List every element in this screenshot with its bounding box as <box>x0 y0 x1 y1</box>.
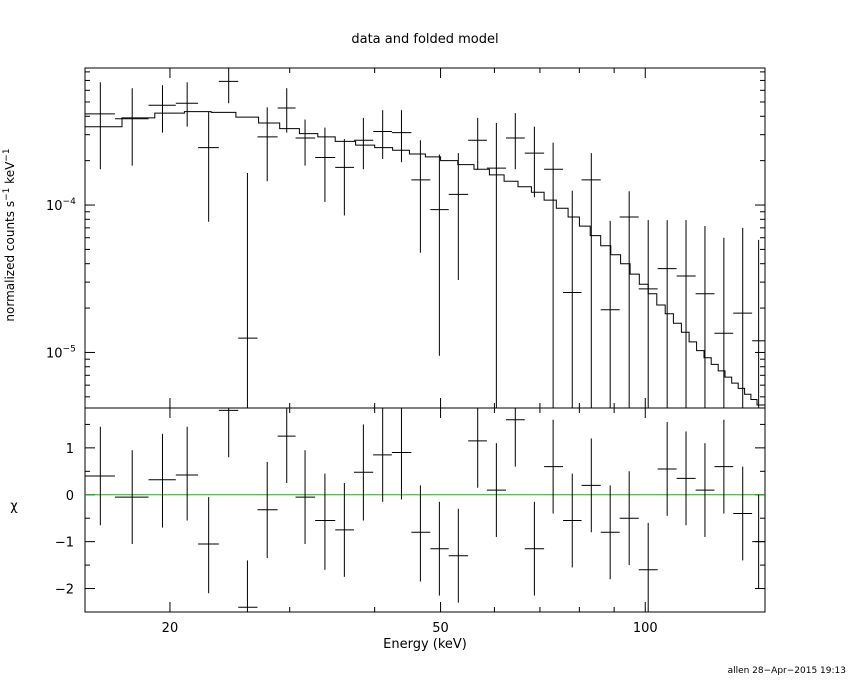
x-tick-label: 20 <box>162 621 179 636</box>
residual-point <box>505 408 525 467</box>
y-tick-label-base: 10 <box>46 199 63 214</box>
y-tick-label-residual: 0 <box>66 489 74 504</box>
residual-point <box>354 424 374 521</box>
bottom-y-axis-label: χ <box>10 499 18 514</box>
y-tick-label-log: 10−4 <box>46 197 76 214</box>
residual-point <box>733 466 753 561</box>
residuals-group <box>85 408 765 612</box>
data-point <box>468 117 487 170</box>
y-tick-label-base: 10 <box>46 346 63 361</box>
y-tick-label-log: 10−5 <box>46 344 76 361</box>
residual-point <box>411 485 431 582</box>
residual-point <box>315 473 336 570</box>
bottom-panel-frame <box>84 407 766 613</box>
residual-point <box>657 422 677 516</box>
y-tick-label-exponent: −4 <box>63 197 77 207</box>
data-point <box>391 110 412 163</box>
data-point <box>676 220 696 408</box>
data-point <box>430 154 449 356</box>
residual-point <box>619 471 639 566</box>
residual-point <box>148 433 176 528</box>
data-point <box>257 107 278 182</box>
residual-point <box>448 508 469 603</box>
residual-point <box>335 483 355 577</box>
residual-point <box>391 408 412 500</box>
residual-point <box>486 443 506 537</box>
residual-point <box>238 560 258 612</box>
top-y-axis-label: normalized counts s−1 keV−1 <box>2 148 17 321</box>
data-point <box>315 127 336 202</box>
data-point <box>373 110 392 160</box>
x-tick-label: 50 <box>432 621 449 636</box>
residual-point <box>175 426 199 521</box>
timestamp-stamp: allen 28−Apr−2015 19:13 <box>728 666 846 676</box>
model-step-line <box>85 111 765 406</box>
residual-point <box>600 485 620 580</box>
data-point <box>148 85 176 133</box>
model-step-group <box>85 111 765 406</box>
residual-point <box>198 497 219 594</box>
data-point <box>524 126 545 198</box>
residual-point <box>714 419 734 514</box>
data-point <box>114 88 149 166</box>
data-point <box>752 239 765 408</box>
residual-point <box>544 419 564 514</box>
y-tick-label-exponent: −5 <box>63 344 76 354</box>
y-tick-label-residual: 1 <box>66 442 74 457</box>
data-point <box>695 226 715 408</box>
residual-point <box>676 431 696 526</box>
data-point <box>733 227 753 408</box>
data-point <box>657 220 677 408</box>
data-point <box>295 119 316 166</box>
residual-point <box>85 426 115 526</box>
data-point <box>411 140 431 253</box>
data-point <box>486 123 506 408</box>
y-tick-label-residual: −1 <box>55 536 74 551</box>
residual-point <box>563 473 582 568</box>
data-point <box>448 153 469 281</box>
data-point <box>175 82 199 127</box>
residual-point <box>430 501 449 596</box>
residual-point <box>277 408 296 484</box>
data-point <box>335 139 355 216</box>
data-points-group <box>85 68 765 408</box>
data-point <box>544 142 564 408</box>
data-point <box>354 117 374 170</box>
residual-point <box>581 438 601 533</box>
data-point <box>581 153 601 408</box>
residual-point <box>524 501 545 596</box>
residual-point <box>638 522 658 612</box>
data-point <box>563 190 582 408</box>
data-point <box>505 113 525 170</box>
data-point <box>619 191 639 408</box>
data-point <box>277 88 296 133</box>
y-tick-label-residual: −2 <box>55 583 74 598</box>
x-tick-label: 100 <box>633 621 658 636</box>
residual-point <box>257 461 278 559</box>
residual-point <box>468 408 487 488</box>
data-point <box>714 237 734 408</box>
data-point <box>218 68 239 104</box>
residual-point <box>752 494 765 589</box>
residual-point <box>295 450 316 544</box>
data-point <box>198 111 219 222</box>
data-point <box>638 220 658 408</box>
data-point <box>600 220 620 408</box>
x-axis-label: Energy (keV) <box>383 637 467 652</box>
axis-ticks <box>85 68 765 613</box>
residual-point <box>114 450 149 544</box>
chart-title: data and folded model <box>351 32 498 47</box>
residual-point <box>373 408 392 502</box>
residual-point <box>695 443 715 537</box>
data-point <box>85 82 115 170</box>
residual-point <box>218 408 239 458</box>
data-point <box>238 172 258 408</box>
